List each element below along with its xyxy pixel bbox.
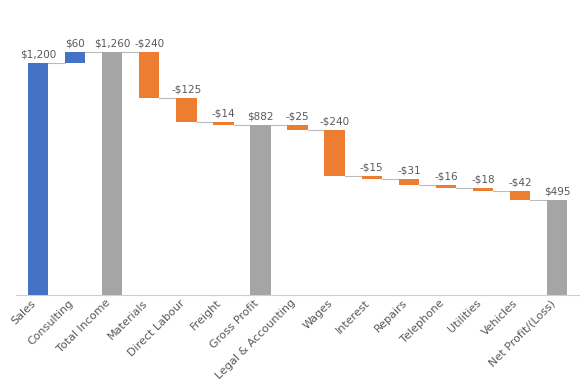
Bar	[65, 52, 85, 63]
Bar	[362, 176, 382, 179]
Bar	[547, 200, 567, 295]
Bar	[436, 185, 456, 188]
Bar	[510, 192, 531, 200]
Text: $1,200: $1,200	[20, 50, 56, 60]
Text: -$240: -$240	[319, 116, 350, 126]
Text: -$31: -$31	[397, 166, 421, 175]
Text: -$16: -$16	[434, 171, 457, 182]
Bar	[325, 130, 345, 176]
Bar	[287, 125, 308, 130]
Text: $882: $882	[247, 111, 274, 122]
Bar	[176, 98, 197, 122]
Bar	[473, 188, 493, 192]
Text: -$240: -$240	[134, 38, 164, 48]
Bar	[214, 122, 233, 125]
Text: -$14: -$14	[212, 109, 235, 119]
Bar	[398, 179, 419, 185]
Text: -$25: -$25	[286, 111, 309, 122]
Text: $1,260: $1,260	[94, 38, 130, 48]
Bar	[250, 125, 271, 295]
Text: -$42: -$42	[508, 178, 532, 188]
Text: -$15: -$15	[360, 163, 384, 173]
Bar	[102, 52, 122, 295]
Text: $495: $495	[544, 186, 570, 196]
Bar	[139, 52, 160, 98]
Bar	[28, 63, 48, 295]
Text: -$125: -$125	[171, 85, 201, 95]
Text: $60: $60	[65, 38, 85, 48]
Text: -$18: -$18	[471, 175, 495, 185]
